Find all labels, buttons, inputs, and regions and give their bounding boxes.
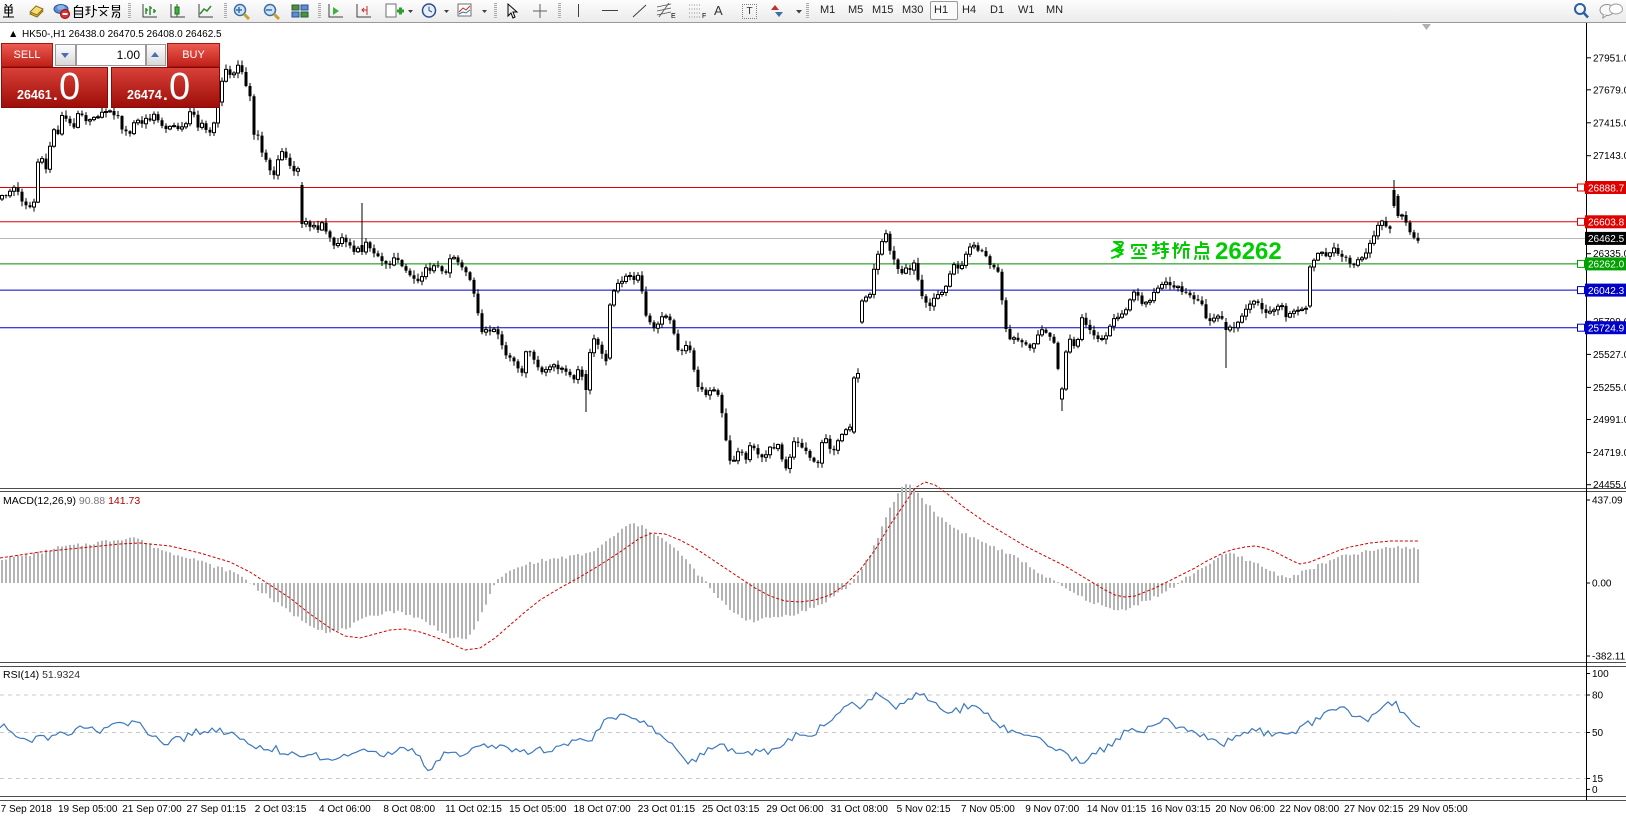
svg-text:4 Oct 06:00: 4 Oct 06:00 xyxy=(319,804,371,815)
svg-text:20 Nov 06:00: 20 Nov 06:00 xyxy=(1215,804,1275,815)
svg-text:100: 100 xyxy=(1592,669,1609,680)
svg-text:19 Sep 05:00: 19 Sep 05:00 xyxy=(58,804,118,815)
svg-text:7 Nov 05:00: 7 Nov 05:00 xyxy=(961,804,1015,815)
svg-text:25724.9: 25724.9 xyxy=(1588,324,1625,335)
svg-text:25255.0: 25255.0 xyxy=(1593,383,1626,394)
svg-text:0: 0 xyxy=(1592,785,1598,796)
svg-text:23 Oct 01:15: 23 Oct 01:15 xyxy=(638,804,696,815)
svg-text:24455.0: 24455.0 xyxy=(1593,480,1626,491)
svg-text:26262: 26262 xyxy=(1215,238,1282,265)
svg-text:26042.3: 26042.3 xyxy=(1588,286,1625,297)
svg-text:0.00: 0.00 xyxy=(1592,579,1612,590)
svg-text:31 Oct 08:00: 31 Oct 08:00 xyxy=(831,804,889,815)
svg-text:17 Sep 2018: 17 Sep 2018 xyxy=(0,804,52,815)
svg-text:15: 15 xyxy=(1592,774,1604,785)
svg-text:24991.0: 24991.0 xyxy=(1593,415,1626,426)
svg-text:27951.0: 27951.0 xyxy=(1593,53,1626,64)
svg-text:25527.0: 25527.0 xyxy=(1593,350,1626,361)
svg-text:9 Nov 07:00: 9 Nov 07:00 xyxy=(1025,804,1079,815)
svg-text:27143.0: 27143.0 xyxy=(1593,151,1626,162)
svg-text:80: 80 xyxy=(1592,691,1604,702)
svg-text:26262.0: 26262.0 xyxy=(1588,260,1625,271)
svg-text:26603.8: 26603.8 xyxy=(1588,218,1625,229)
svg-text:27 Sep 01:15: 27 Sep 01:15 xyxy=(187,804,247,815)
svg-text:26462.5: 26462.5 xyxy=(1588,234,1625,245)
svg-text:5 Nov 02:15: 5 Nov 02:15 xyxy=(897,804,951,815)
svg-text:29 Nov 05:00: 29 Nov 05:00 xyxy=(1408,804,1468,815)
svg-text:MACD(12,26,9) 90.88 141.73: MACD(12,26,9) 90.88 141.73 xyxy=(3,495,140,507)
svg-text:-382.11: -382.11 xyxy=(1592,652,1626,663)
svg-text:15 Oct 05:00: 15 Oct 05:00 xyxy=(509,804,567,815)
svg-text:27 Nov 02:15: 27 Nov 02:15 xyxy=(1344,804,1404,815)
svg-text:RSI(14) 51.9324: RSI(14) 51.9324 xyxy=(3,669,80,681)
svg-text:HK50-,H1 26438.0 26470.5 2640: HK50-,H1 26438.0 26470.5 26408.0 26462.5 xyxy=(22,29,222,40)
svg-text:29 Oct 06:00: 29 Oct 06:00 xyxy=(766,804,824,815)
svg-text:24719.0: 24719.0 xyxy=(1593,448,1626,459)
svg-text:437.09: 437.09 xyxy=(1592,496,1623,507)
svg-text:22 Nov 08:00: 22 Nov 08:00 xyxy=(1280,804,1340,815)
svg-text:2 Oct 03:15: 2 Oct 03:15 xyxy=(255,804,307,815)
svg-text:8 Oct 08:00: 8 Oct 08:00 xyxy=(383,804,435,815)
svg-text:27679.0: 27679.0 xyxy=(1593,85,1626,96)
svg-text:27415.0: 27415.0 xyxy=(1593,118,1626,129)
svg-text:E: E xyxy=(671,13,676,20)
svg-text:11 Oct 02:15: 11 Oct 02:15 xyxy=(445,804,502,815)
svg-text:14 Nov 01:15: 14 Nov 01:15 xyxy=(1087,804,1147,815)
svg-text:25 Oct 03:15: 25 Oct 03:15 xyxy=(702,804,760,815)
svg-text:26888.7: 26888.7 xyxy=(1588,183,1625,194)
svg-text:▲: ▲ xyxy=(8,28,18,40)
svg-text:26335.0: 26335.0 xyxy=(1593,249,1626,260)
svg-text:F: F xyxy=(702,13,706,20)
svg-text:16 Nov 03:15: 16 Nov 03:15 xyxy=(1151,804,1211,815)
svg-text:21 Sep 07:00: 21 Sep 07:00 xyxy=(122,804,182,815)
svg-text:18 Oct 07:00: 18 Oct 07:00 xyxy=(573,804,631,815)
svg-text:50: 50 xyxy=(1592,728,1604,739)
